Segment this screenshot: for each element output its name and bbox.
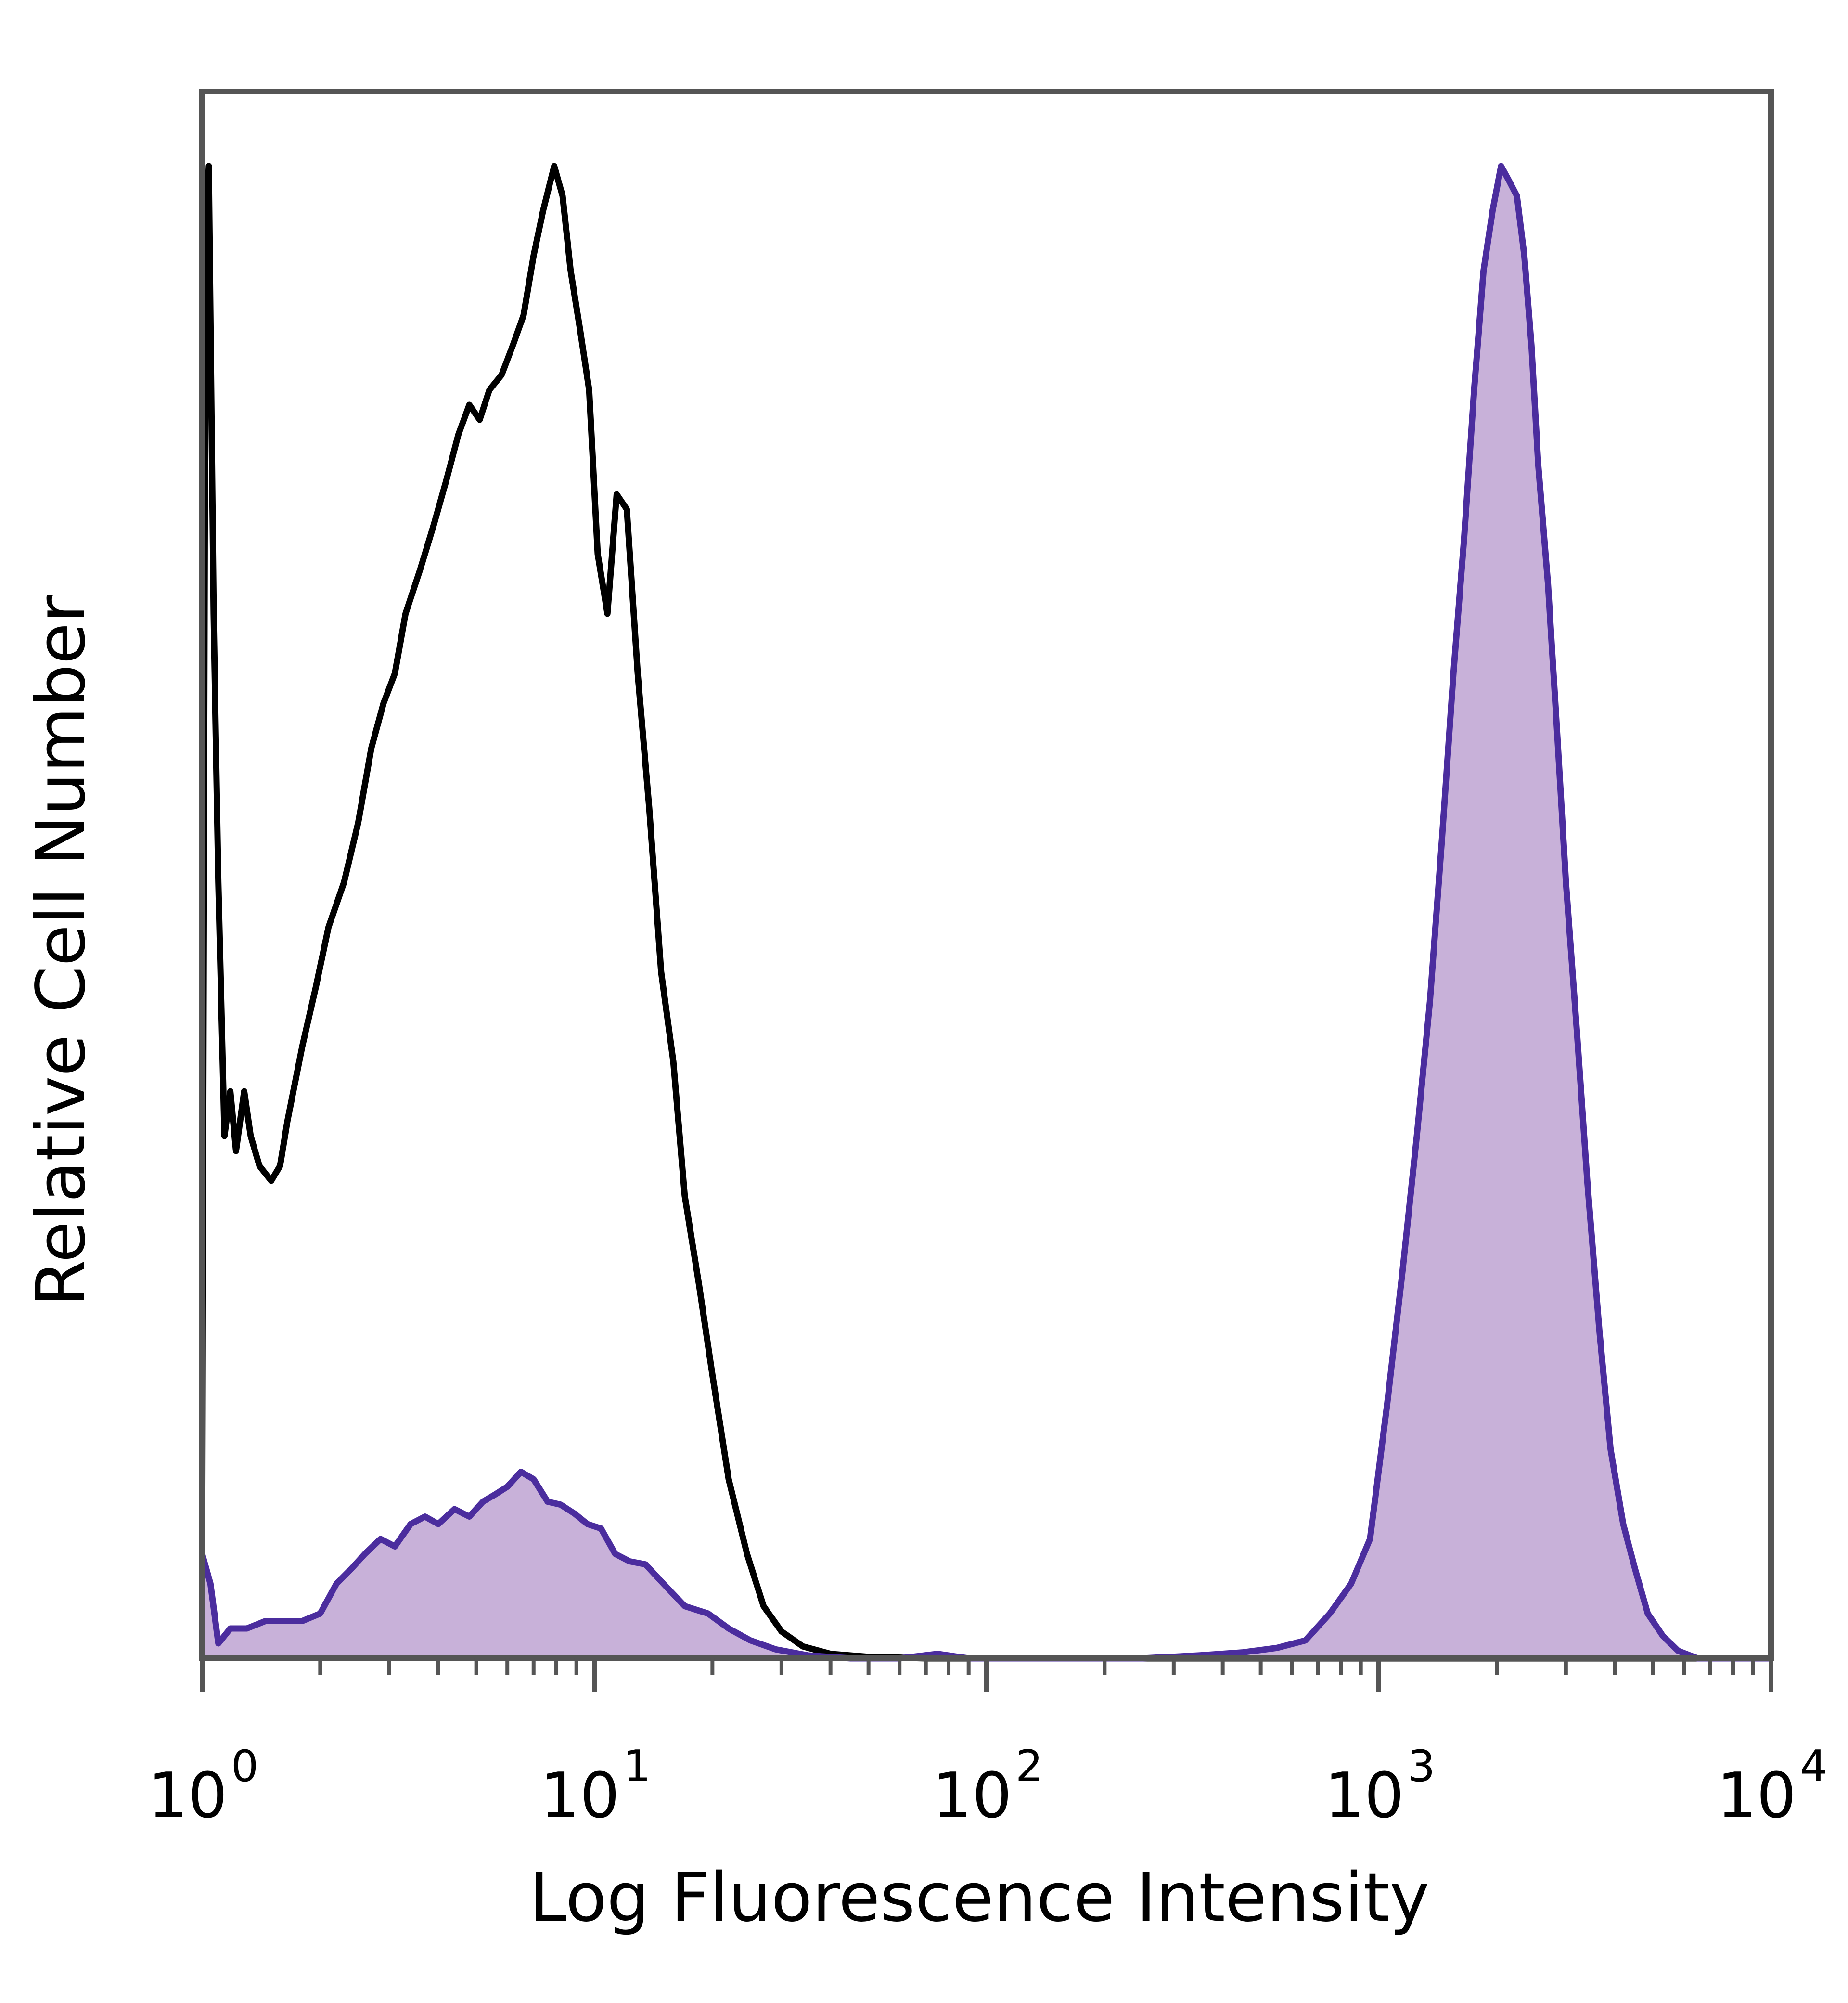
x-tick-exponent: 1 xyxy=(623,1741,651,1792)
x-tick-label: 10 xyxy=(1324,1759,1404,1832)
x-tick-exponent: 4 xyxy=(1800,1741,1827,1792)
tick-layer: 10 0 10 1 10 2 10 3 10 4 xyxy=(148,1658,1827,1832)
x-tick-label: 10 xyxy=(540,1759,619,1832)
series-0-line xyxy=(199,163,1771,1662)
series-layer xyxy=(199,163,1771,1662)
x-tick-label: 10 xyxy=(1717,1759,1796,1832)
x-axis-label: Log Fluorescence Intensity xyxy=(529,1859,1430,1937)
x-tick-exponent: 0 xyxy=(231,1741,258,1792)
y-axis-label: Relative Cell Number xyxy=(22,595,101,1306)
series-1-fill xyxy=(202,166,1771,1658)
x-tick-label: 10 xyxy=(932,1759,1012,1832)
x-tick-exponent: 2 xyxy=(1015,1741,1043,1792)
x-tick-exponent: 3 xyxy=(1408,1741,1435,1792)
x-tick-label: 10 xyxy=(148,1759,227,1832)
